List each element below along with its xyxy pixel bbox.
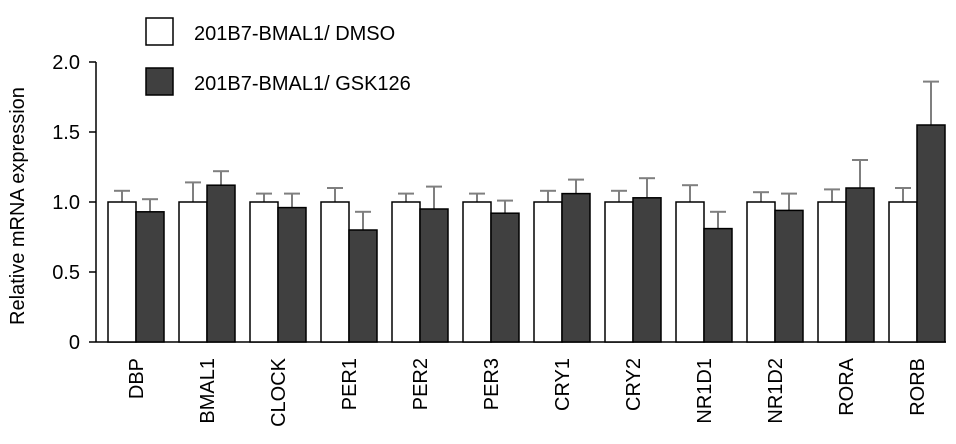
- bar-cry2-dmso: [604, 201, 634, 343]
- bar-rora-dmso: [817, 201, 847, 343]
- category-label-bmal1: BMAL1: [197, 358, 219, 424]
- bar-bmal1-dmso: [178, 201, 208, 343]
- axes: 0 0.5 1.0 1.5 2.0: [52, 52, 946, 354]
- bar-cry1-dmso: [533, 201, 563, 343]
- bar-nr1d2-gsk126: [774, 209, 804, 343]
- category-label-rorb: RORB: [907, 358, 929, 416]
- bar-rorb-gsk126: [916, 124, 946, 343]
- category-label-rora: RORA: [836, 357, 858, 415]
- bar-clock-dmso: [249, 201, 279, 343]
- category-label-dbp: DBP: [126, 358, 148, 399]
- bar-bmal1-gsk126: [206, 184, 236, 343]
- bar-per3-gsk126: [490, 212, 520, 343]
- y-tick-label: 1.5: [52, 122, 80, 144]
- bar-cry1-gsk126: [561, 192, 591, 343]
- bar-dbp-dmso: [107, 201, 137, 343]
- category-label-per3: PER3: [481, 358, 503, 410]
- y-tick-label: 0.5: [52, 262, 80, 284]
- bar-per1-gsk126: [348, 229, 378, 343]
- category-label-cry2: CRY2: [623, 358, 645, 411]
- legend-swatch-gsk126: [145, 67, 174, 96]
- y-axis-label: Relative mRNA expression: [7, 87, 29, 325]
- y-tick-label: 2.0: [52, 52, 80, 74]
- category-label-clock: CLOCK: [268, 357, 290, 427]
- category-label-per2: PER2: [410, 358, 432, 410]
- category-label-nr1d1: NR1D1: [694, 358, 716, 424]
- bar-nr1d1-dmso: [675, 201, 705, 343]
- bar-nr1d2-dmso: [746, 201, 776, 343]
- y-tick-label: 0: [69, 332, 80, 354]
- legend-label-gsk126: 201B7-BMAL1/ GSK126: [194, 73, 411, 95]
- bar-dbp-gsk126: [135, 211, 165, 343]
- legend-swatch-dmso: [145, 17, 174, 46]
- category-labels: DBP BMAL1 CLOCK PER1 PER2 PER3 CRY1 CRY2 NR1D1 NR…: [126, 357, 929, 427]
- bar-per3-dmso: [462, 201, 492, 343]
- bar-nr1d1-gsk126: [703, 227, 733, 343]
- bars: [107, 80, 946, 343]
- bar-per2-gsk126: [419, 208, 449, 343]
- legend-label-dmso: 201B7-BMAL1/ DMSO: [194, 23, 395, 45]
- bar-rorb-dmso: [888, 201, 918, 343]
- bar-rora-gsk126: [845, 187, 875, 343]
- category-label-per1: PER1: [339, 358, 361, 410]
- bar-clock-gsk126: [277, 206, 307, 343]
- bar-per1-dmso: [320, 201, 350, 343]
- category-label-cry1: CRY1: [552, 358, 574, 411]
- category-label-nr1d2: NR1D2: [765, 358, 787, 424]
- bar-per2-dmso: [391, 201, 421, 343]
- y-tick-label: 1.0: [52, 192, 80, 214]
- bar-cry2-gsk126: [632, 197, 662, 343]
- legend: 201B7-BMAL1/ DMSO 201B7-BMAL1/ GSK126: [145, 17, 411, 96]
